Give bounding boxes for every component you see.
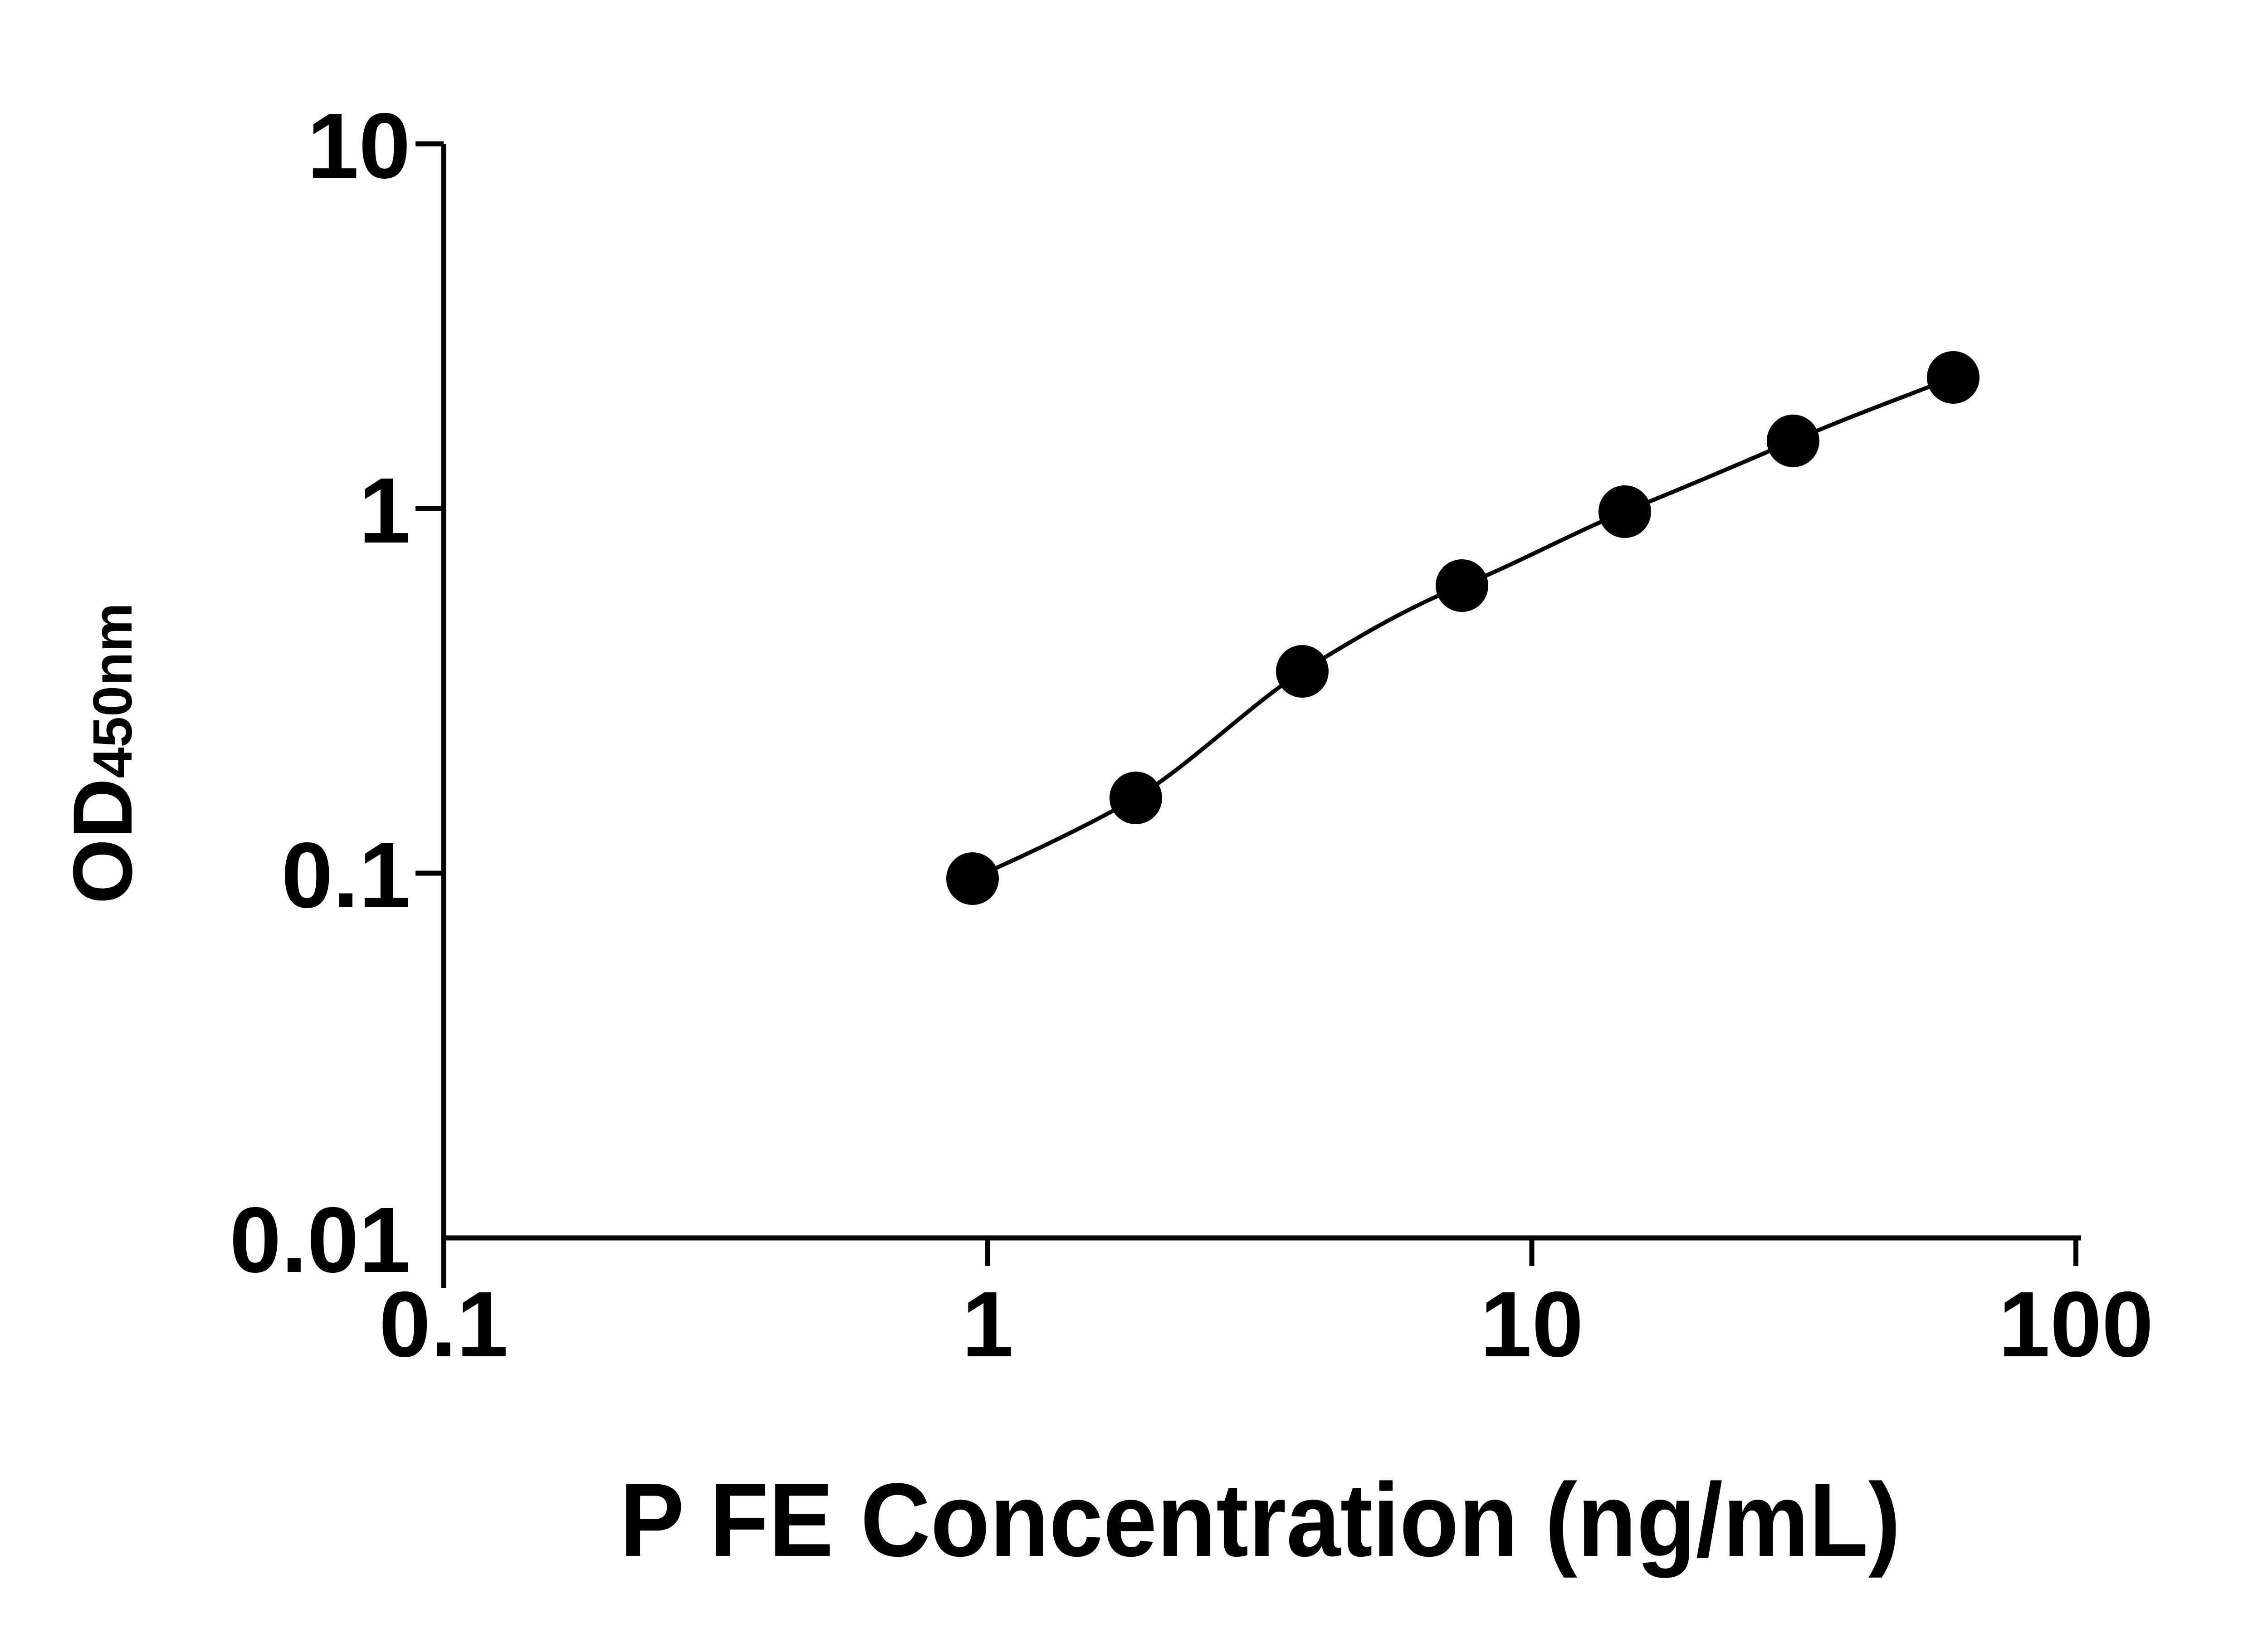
svg-text:1: 1 bbox=[359, 459, 411, 562]
svg-text:10: 10 bbox=[307, 94, 411, 198]
svg-text:10: 10 bbox=[1480, 1272, 1584, 1376]
svg-text:OD450nm: OD450nm bbox=[56, 603, 150, 904]
svg-text:100: 100 bbox=[1998, 1272, 2153, 1376]
svg-text:P FE Concentration (ng/mL): P FE Concentration (ng/mL) bbox=[620, 1462, 1901, 1579]
svg-text:0.1: 0.1 bbox=[281, 823, 411, 927]
svg-text:1: 1 bbox=[962, 1272, 1013, 1376]
svg-text:0.1: 0.1 bbox=[379, 1272, 508, 1376]
